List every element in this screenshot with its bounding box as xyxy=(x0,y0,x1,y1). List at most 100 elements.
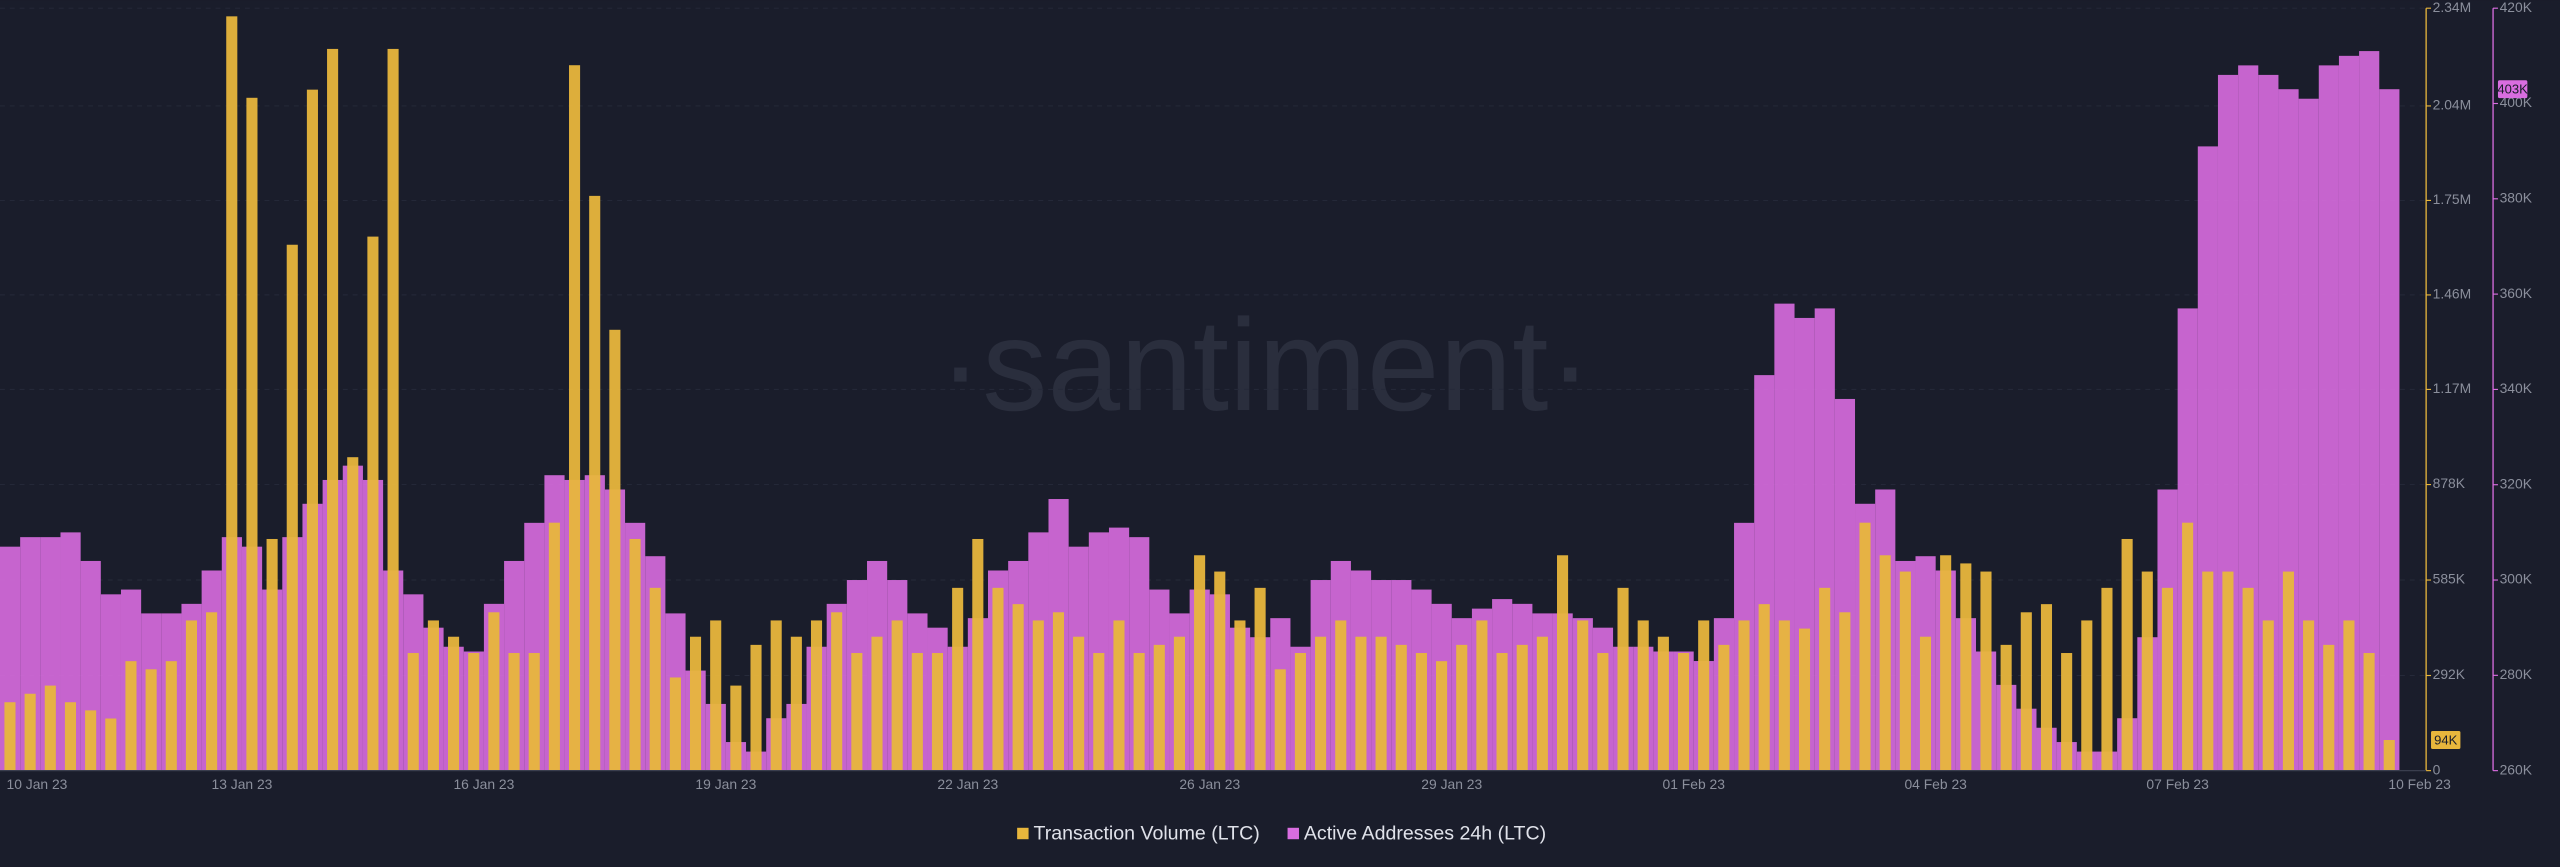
bar xyxy=(1395,644,1407,771)
y2-tick-label: 340K xyxy=(2500,380,2533,396)
y2-tick-label: 280K xyxy=(2500,666,2533,682)
bar xyxy=(730,685,742,771)
bar xyxy=(2383,740,2395,771)
bar xyxy=(1798,628,1811,771)
y2-tick-label: 420K xyxy=(2500,0,2533,15)
bar xyxy=(1274,669,1286,771)
value-badge xyxy=(2431,731,2461,749)
bar xyxy=(669,677,681,771)
bar xyxy=(2282,571,2294,771)
bar xyxy=(1234,620,1246,771)
bar xyxy=(770,620,782,771)
legend-label: Active Addresses 24h (LTC) xyxy=(1304,822,1546,844)
bar xyxy=(4,702,16,771)
bar xyxy=(1294,653,1306,771)
bar xyxy=(1012,604,1024,771)
bar xyxy=(972,538,984,771)
bar xyxy=(1456,644,1468,771)
bar xyxy=(1919,636,1932,771)
bar xyxy=(629,538,641,771)
y-tick-label: 2.34M xyxy=(2433,0,2472,15)
bar xyxy=(427,620,439,771)
bar xyxy=(85,710,97,771)
bar xyxy=(589,195,601,771)
bar xyxy=(1113,620,1125,771)
bar xyxy=(1980,571,1992,771)
bar xyxy=(105,718,117,771)
bar xyxy=(2359,51,2380,771)
bar xyxy=(1839,612,1851,771)
bar xyxy=(891,620,903,771)
bar xyxy=(226,16,238,771)
x-tick-label: 16 Jan 23 xyxy=(453,776,514,792)
bar xyxy=(2303,620,2315,771)
bar xyxy=(1879,555,1891,771)
bar xyxy=(2141,571,2153,771)
bar xyxy=(1315,636,1327,771)
bar xyxy=(2081,620,2093,771)
x-tick-label: 10 Feb 23 xyxy=(2388,776,2451,792)
bar xyxy=(1677,653,1690,771)
bar xyxy=(1778,620,1790,771)
bar xyxy=(1577,620,1589,771)
bar xyxy=(2101,587,2113,771)
bar xyxy=(44,685,56,771)
bar xyxy=(125,661,137,771)
x-tick-label: 22 Jan 23 xyxy=(937,776,998,792)
bar xyxy=(327,48,339,771)
bar xyxy=(2298,98,2319,771)
bar xyxy=(1496,653,1508,771)
bar xyxy=(1698,620,1710,771)
y2-tick-label: 380K xyxy=(2500,189,2533,205)
bar xyxy=(1254,587,1266,771)
bar xyxy=(2323,644,2335,771)
legend-label: Transaction Volume (LTC) xyxy=(1033,822,1259,844)
bar xyxy=(2061,653,2073,771)
bar xyxy=(851,653,863,771)
bar xyxy=(2363,653,2375,771)
value-badge-label: 403K xyxy=(2497,81,2528,96)
bar xyxy=(1173,636,1185,771)
bar xyxy=(1133,653,1145,771)
bar xyxy=(2379,89,2400,771)
bar xyxy=(2262,620,2274,771)
y2-tick-label: 360K xyxy=(2500,285,2533,301)
bar xyxy=(1859,522,1871,771)
bar xyxy=(1516,644,1528,771)
bar xyxy=(1052,612,1065,771)
bar xyxy=(750,644,762,771)
y-tick-label: 585K xyxy=(2433,571,2466,587)
bar xyxy=(931,653,944,771)
x-tick-label: 26 Jan 23 xyxy=(1179,776,1240,792)
bar xyxy=(1718,644,1730,771)
bar xyxy=(64,702,77,771)
bar xyxy=(1476,620,1488,771)
bar xyxy=(1375,636,1387,771)
bar xyxy=(387,48,399,771)
legend-swatch xyxy=(1017,827,1029,840)
bar xyxy=(2121,538,2133,771)
x-tick-label: 04 Feb 23 xyxy=(1904,776,1967,792)
bar xyxy=(810,620,823,771)
bar xyxy=(145,669,157,771)
bar xyxy=(569,65,581,771)
bar xyxy=(1960,563,1972,771)
bar xyxy=(2020,612,2032,771)
bar xyxy=(1536,636,1548,771)
y-tick-label: 1.75M xyxy=(2433,191,2472,207)
bar xyxy=(1436,661,1448,771)
bar xyxy=(548,522,560,771)
bar xyxy=(1073,636,1085,771)
bar xyxy=(165,661,177,771)
bar xyxy=(2338,55,2360,771)
bar xyxy=(1617,587,1629,771)
bar xyxy=(2202,571,2214,771)
y-tick-label: 2.04M xyxy=(2433,97,2472,113)
bar xyxy=(266,538,278,771)
bar xyxy=(1214,571,1226,771)
bar xyxy=(246,97,258,771)
bar xyxy=(2258,74,2279,771)
bar xyxy=(689,636,702,771)
bar xyxy=(488,612,500,771)
